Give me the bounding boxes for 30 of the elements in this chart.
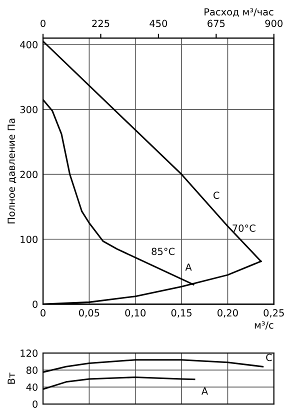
x-tick-label: 0,15 <box>171 309 192 318</box>
annotation: A <box>201 387 208 395</box>
x-tick-label: 0,10 <box>125 309 146 318</box>
annotation: 85°C <box>152 248 175 256</box>
annotation: 70°C <box>232 224 256 232</box>
y-tick-label: 0 <box>32 400 38 408</box>
y-tick-label: 0 <box>32 300 38 308</box>
y-axis-title: Вт <box>8 372 15 384</box>
y-tick-label: 100 <box>20 236 38 244</box>
annotation: A <box>185 264 192 271</box>
x2-axis-title: Расход м³/час <box>204 8 274 17</box>
x2-tick-label: 675 <box>208 20 225 28</box>
y-tick-label: 120 <box>20 350 38 357</box>
y-tick-label: 200 <box>20 170 38 178</box>
x2-tick-label: 225 <box>92 20 110 28</box>
x2-tick-label: 900 <box>265 20 283 28</box>
y-axis-title: Полное давление Па <box>8 118 16 224</box>
annotation: C <box>266 354 272 362</box>
x-tick-label: 0,20 <box>218 309 238 318</box>
x-tick-label: 0 <box>40 309 46 317</box>
annotation: C <box>214 192 220 199</box>
y-tick-label: 300 <box>20 106 38 114</box>
x2-tick-label: 450 <box>150 20 168 28</box>
x2-tick-label: 0 <box>40 20 46 28</box>
y-tick-label: 400 <box>20 40 38 48</box>
x-axis-title: м³/с <box>254 321 274 330</box>
y-tick-label: 80 <box>26 366 38 374</box>
x-tick-label: 0,25 <box>264 309 284 318</box>
x-tick-label: 0,05 <box>79 309 100 318</box>
y-tick-label: 40 <box>26 384 38 391</box>
